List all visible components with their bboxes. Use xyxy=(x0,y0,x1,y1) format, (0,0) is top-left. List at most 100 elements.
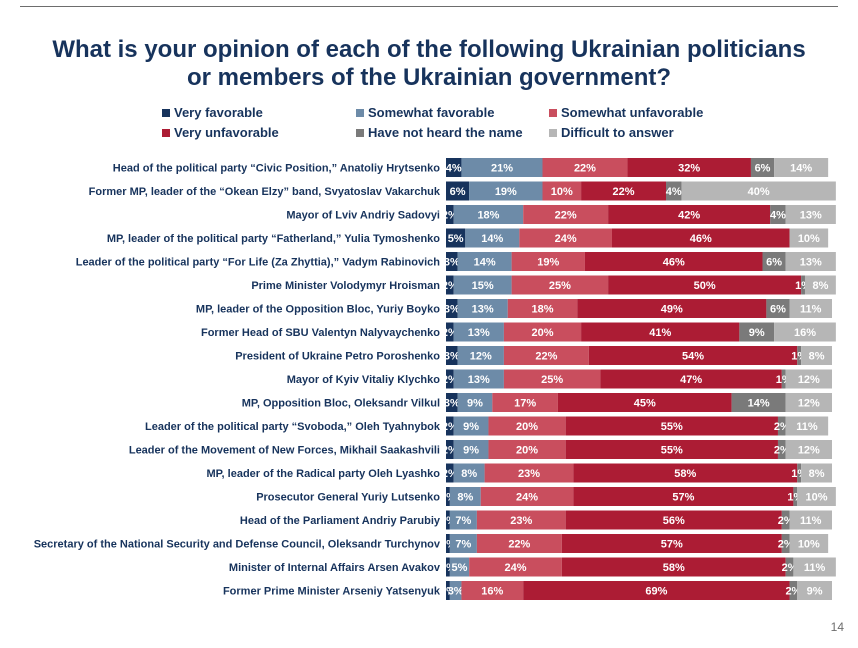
legend-swatch xyxy=(356,109,364,117)
data-label: 14% xyxy=(748,398,770,410)
data-label: 24% xyxy=(516,492,538,504)
bar-segment-very-favorable xyxy=(446,346,458,365)
bar-segment-not-heard xyxy=(739,322,775,342)
data-label: 11% xyxy=(796,421,818,433)
data-label: 56% xyxy=(663,515,685,527)
data-label: 9% xyxy=(807,586,823,598)
data-label: 19% xyxy=(537,257,559,269)
data-label: 7% xyxy=(455,515,471,527)
row-label: MP, Opposition Bloc, Oleksandr Vilkul xyxy=(242,398,440,410)
data-label: 10% xyxy=(798,539,820,551)
data-label: 3% xyxy=(444,257,460,269)
bar-segment-somewhat-favorable xyxy=(449,510,477,530)
data-label: 24% xyxy=(504,562,526,574)
row-label: Head of the political party “Civic Posit… xyxy=(113,163,440,175)
bar-segment-difficult xyxy=(785,205,836,224)
bar-segment-somewhat-favorable xyxy=(457,252,512,271)
bar-segment-somewhat-unfavorable xyxy=(503,369,601,389)
legend-label: Somewhat favorable xyxy=(368,105,495,120)
bar-segment-very-unfavorable xyxy=(608,205,771,224)
bar-segment-very-favorable xyxy=(446,393,458,412)
bar-segment-somewhat-favorable xyxy=(453,440,489,459)
bar-segment-not-heard xyxy=(762,252,786,271)
data-label: 25% xyxy=(541,374,563,386)
legend-label: Somewhat unfavorable xyxy=(561,105,704,120)
bar-segment-very-favorable xyxy=(446,510,450,530)
bar-segment-somewhat-favorable xyxy=(453,322,504,342)
data-label: 8% xyxy=(457,492,473,504)
bar-segment-very-unfavorable xyxy=(561,557,786,577)
bar-segment-very-favorable xyxy=(446,275,454,295)
bar-segment-very-unfavorable xyxy=(557,393,732,412)
bar-segment-difficult xyxy=(785,416,829,436)
data-label: 13% xyxy=(800,257,822,269)
data-label: 9% xyxy=(749,327,765,339)
bar-segment-somewhat-unfavorable xyxy=(511,252,585,271)
data-label: 18% xyxy=(477,210,499,222)
data-label: 5% xyxy=(452,562,468,574)
data-label: 23% xyxy=(518,468,540,480)
data-label: 9% xyxy=(463,421,479,433)
bar-segment-somewhat-unfavorable xyxy=(542,158,628,177)
bar-segment-somewhat-unfavorable xyxy=(492,393,558,412)
data-label: 4% xyxy=(770,210,786,222)
bar-segment-somewhat-unfavorable xyxy=(503,346,589,365)
data-label: 10% xyxy=(798,233,820,245)
bar-segment-difficult xyxy=(774,322,836,342)
bar-segment-very-favorable xyxy=(446,581,450,600)
bar-segment-not-heard xyxy=(770,205,786,224)
bar-segment-somewhat-favorable xyxy=(453,416,489,436)
bar-segment-not-heard xyxy=(766,299,790,318)
bar-segment-somewhat-favorable xyxy=(449,557,470,577)
bar-segment-very-unfavorable xyxy=(573,487,794,506)
legend-item-somewhat-favorable: Somewhat favorable xyxy=(356,105,494,120)
bar-segment-very-favorable xyxy=(446,205,454,224)
bar-segment-not-heard xyxy=(777,416,786,436)
data-label: 11% xyxy=(800,304,822,316)
bar-segment-somewhat-favorable xyxy=(449,487,481,506)
bar-segment-somewhat-unfavorable xyxy=(480,487,574,506)
bar-segment-somewhat-favorable xyxy=(469,181,543,201)
data-label: 20% xyxy=(531,327,553,339)
legend-swatch xyxy=(162,129,170,137)
legend-swatch xyxy=(549,109,557,117)
bar-segment-very-favorable xyxy=(446,252,458,271)
row-label: Head of the Parliament Andriy Parubiy xyxy=(240,515,441,527)
bar-segment-difficult xyxy=(774,158,829,177)
data-label: 14% xyxy=(474,257,496,269)
bar-segment-somewhat-unfavorable xyxy=(507,299,578,318)
data-label: 50% xyxy=(694,280,716,292)
bar-segment-very-unfavorable xyxy=(565,510,782,530)
row-label: Minister of Internal Affairs Arsen Avako… xyxy=(229,562,441,574)
data-label: 18% xyxy=(531,304,553,316)
bar-segment-very-unfavorable xyxy=(573,463,798,483)
legend-item-very-favorable: Very favorable xyxy=(162,105,263,120)
bar-segment-difficult xyxy=(804,275,836,295)
bar-segment-difficult xyxy=(789,534,829,553)
legend-swatch xyxy=(356,129,364,137)
row-label: President of Ukraine Petro Poroshenko xyxy=(235,351,440,363)
data-label: 12% xyxy=(798,398,820,410)
row-label: Mayor of Kyiv Vitaliy Klychko xyxy=(287,374,441,386)
bar-segment-somewhat-unfavorable xyxy=(503,322,582,342)
data-label: 32% xyxy=(678,163,700,175)
data-label: 8% xyxy=(812,280,828,292)
data-label: 49% xyxy=(661,304,683,316)
data-label: 22% xyxy=(535,351,557,363)
legend-label: Difficult to answer xyxy=(561,125,674,140)
data-label: 55% xyxy=(661,421,683,433)
data-label: 8% xyxy=(809,351,825,363)
bar-segment-somewhat-favorable xyxy=(457,299,508,318)
legend-swatch xyxy=(549,129,557,137)
bar-segment-very-unfavorable xyxy=(565,440,778,459)
row-label: MP, leader of the Opposition Bloc, Yuriy… xyxy=(196,304,440,316)
data-label: 13% xyxy=(800,210,822,222)
data-label: 46% xyxy=(690,233,712,245)
data-label: 13% xyxy=(468,374,490,386)
bar-segment-not-heard xyxy=(797,463,802,483)
data-label: 12% xyxy=(798,445,820,457)
legend-label: Have not heard the name xyxy=(368,125,523,140)
bar-segment-somewhat-unfavorable xyxy=(461,581,524,600)
bar-segment-difficult xyxy=(681,181,836,201)
bar-segment-very-favorable xyxy=(446,557,450,577)
